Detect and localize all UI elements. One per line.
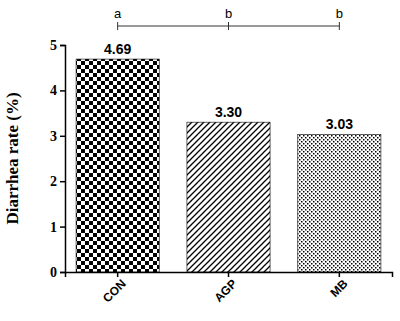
data-label: 4.69: [104, 41, 131, 57]
x-axis: CON AGP MB: [66, 272, 393, 305]
bracket-tick: [117, 22, 118, 30]
significance-bracket: [118, 22, 340, 30]
chart: 0 1 2 3 4 5 CON AGP MB 4.69 3.30 3.03 a b b Diarrhea ra…: [0, 0, 400, 321]
significance-letter: b: [336, 6, 343, 21]
y-tick-mark: [60, 226, 65, 228]
y-axis-line: [60, 46, 66, 273]
y-tick: 0: [50, 265, 65, 280]
y-tick-label: 5: [50, 38, 57, 53]
y-tick-label: 4: [50, 83, 57, 98]
y-tick: 4: [50, 83, 65, 98]
y-tick: 5: [50, 38, 65, 53]
bars: [76, 59, 381, 272]
bracket-tick: [339, 22, 340, 30]
x-tick: CON: [100, 272, 129, 305]
y-tick: 2: [50, 174, 65, 189]
y-tick-label: 0: [50, 265, 57, 280]
x-tick-label: MB: [327, 276, 350, 299]
data-label: 3.30: [215, 104, 242, 120]
significance-letter: b: [225, 6, 232, 21]
bar: [298, 134, 381, 272]
plot: 0 1 2 3 4 5 CON AGP MB 4.69 3.30 3.03 a b b: [50, 6, 393, 305]
bracket-tick: [228, 22, 229, 30]
y-tick-mark: [60, 136, 65, 138]
y-tick-mark: [60, 90, 65, 92]
bar: [187, 122, 270, 272]
x-tick: MB: [327, 272, 350, 300]
x-tick-label: AGP: [211, 277, 239, 305]
y-axis: 0 1 2 3 4 5: [50, 38, 66, 280]
y-tick-label: 1: [50, 220, 57, 235]
x-tick-label: CON: [100, 277, 129, 306]
y-tick-mark: [60, 272, 65, 274]
bar: [76, 59, 159, 272]
y-tick-label: 2: [50, 174, 57, 189]
y-tick-mark: [60, 181, 65, 183]
data-label: 3.03: [326, 116, 353, 132]
y-tick-label: 3: [50, 129, 57, 144]
y-axis-title: Diarrhea rate (%): [3, 92, 22, 224]
significance-letter: a: [114, 6, 122, 21]
x-tick: AGP: [211, 272, 239, 305]
y-tick-mark: [60, 45, 65, 47]
y-tick: 1: [50, 220, 65, 235]
y-tick: 3: [50, 129, 65, 144]
